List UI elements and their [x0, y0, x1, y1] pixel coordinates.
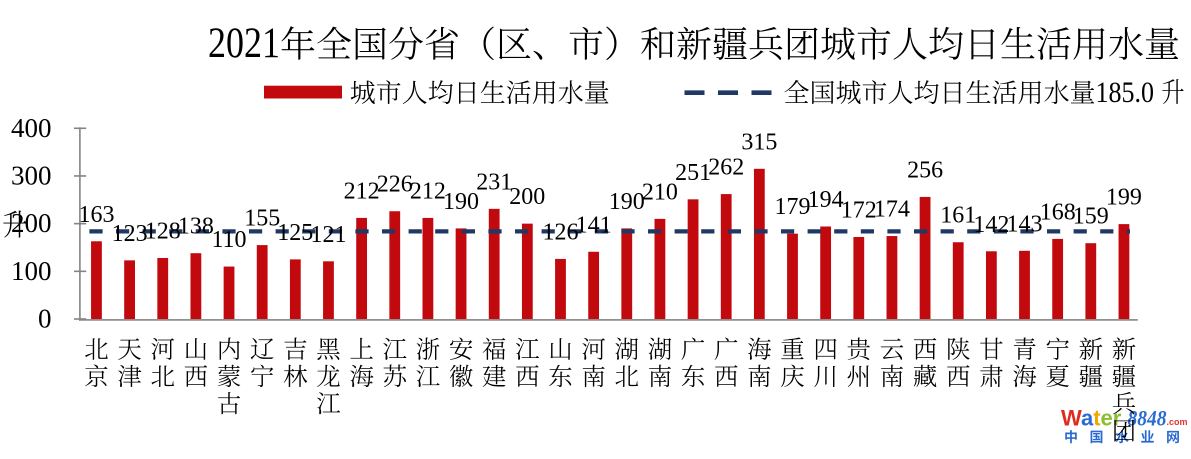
svg-text:163: 163	[79, 202, 115, 228]
svg-text:128: 128	[145, 219, 181, 245]
svg-text:400: 400	[11, 113, 52, 143]
svg-text:161: 161	[940, 203, 976, 229]
svg-text:190: 190	[609, 189, 645, 215]
svg-text:100: 100	[11, 256, 52, 286]
svg-text:8848: 8848	[1128, 405, 1167, 430]
svg-text:262: 262	[708, 155, 744, 181]
svg-text:138: 138	[178, 214, 214, 240]
svg-text:0: 0	[38, 304, 52, 334]
svg-text:210: 210	[642, 179, 678, 205]
svg-text:199: 199	[1106, 185, 1142, 211]
svg-text:200: 200	[11, 208, 52, 238]
svg-text:315: 315	[741, 129, 777, 155]
svg-text:125: 125	[277, 220, 313, 246]
svg-text:179: 179	[775, 194, 811, 220]
svg-text:110: 110	[211, 227, 246, 253]
svg-text:256: 256	[907, 157, 943, 183]
svg-text:143: 143	[1007, 211, 1043, 237]
svg-text:212: 212	[410, 178, 446, 204]
svg-text:190: 190	[443, 189, 479, 215]
svg-text:300: 300	[11, 161, 52, 191]
svg-text:168: 168	[1040, 199, 1076, 225]
svg-text:159: 159	[1073, 204, 1109, 230]
svg-text:185.0: 185.0	[1096, 76, 1154, 109]
svg-text:226: 226	[377, 172, 413, 198]
svg-text:123: 123	[112, 221, 148, 247]
svg-text:174: 174	[874, 197, 910, 223]
svg-text:194: 194	[808, 187, 844, 213]
svg-text:200: 200	[509, 184, 545, 210]
svg-text:172: 172	[841, 198, 877, 224]
svg-text:141: 141	[576, 212, 612, 238]
svg-text:231: 231	[476, 169, 512, 195]
svg-text:155: 155	[244, 206, 280, 232]
svg-text:121: 121	[311, 222, 347, 248]
svg-text:126: 126	[543, 219, 579, 245]
svg-text:Water: Water	[1061, 405, 1122, 430]
svg-text:251: 251	[675, 160, 711, 186]
svg-text:212: 212	[344, 178, 380, 204]
svg-text:.com: .com	[1167, 417, 1188, 427]
svg-text:142: 142	[973, 212, 1009, 238]
svg-text:2021: 2021	[208, 18, 280, 67]
